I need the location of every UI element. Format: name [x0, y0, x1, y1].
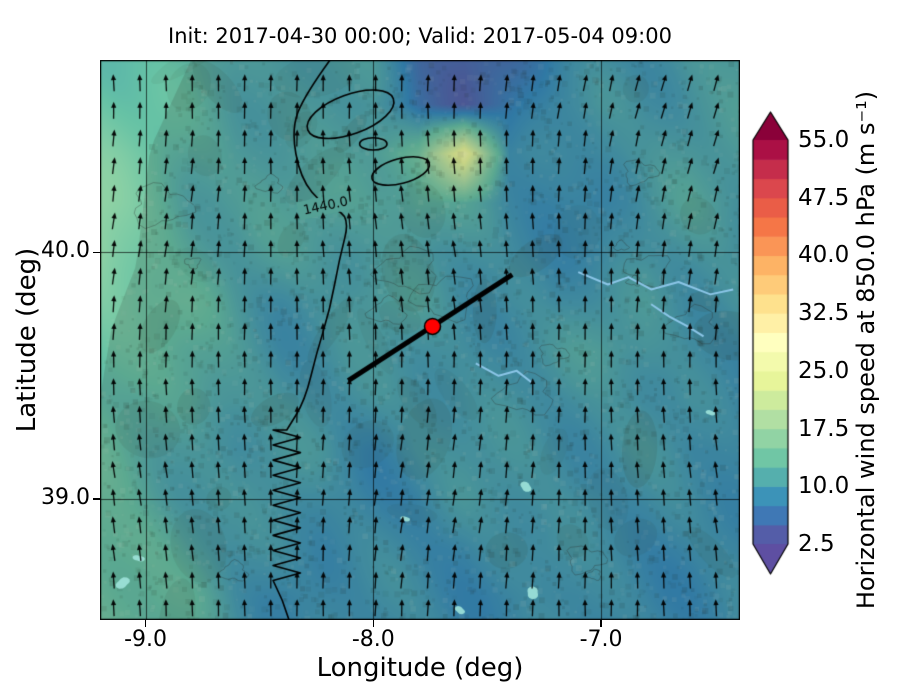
x-tick-label: -9.0 — [124, 627, 168, 652]
x-tick-label: -8.0 — [351, 627, 395, 652]
x-tick-mark — [600, 620, 602, 627]
colorbar-tick-label: 10.0 — [798, 473, 850, 500]
colorbar-label: Horizontal wind speed at 850.0 hPa (m s⁻… — [852, 90, 880, 610]
map-canvas — [100, 60, 740, 620]
plot-title: Init: 2017-04-30 00:00; Valid: 2017-05-0… — [168, 24, 672, 48]
y-axis-label: Latitude (deg) — [12, 247, 42, 433]
colorbar-tick-label: 47.5 — [798, 184, 850, 211]
colorbar-canvas — [750, 108, 792, 583]
x-axis-label: Longitude (deg) — [316, 653, 524, 683]
y-tick-label: 40.0 — [41, 238, 90, 264]
x-tick-mark — [372, 620, 375, 627]
colorbar-tick-label: 55.0 — [798, 127, 850, 153]
colorbar-tick-label: 32.5 — [798, 300, 850, 327]
colorbar-tick-label: 25.0 — [798, 357, 850, 384]
y-tick-label: 39.0 — [41, 485, 90, 511]
colorbar-tick-label: 40.0 — [798, 242, 850, 269]
colorbar-tick-label: 2.5 — [798, 531, 835, 557]
y-tick-mark — [93, 251, 100, 254]
y-tick-mark — [93, 498, 100, 500]
x-tick-label: -7.0 — [579, 627, 623, 652]
x-tick-mark — [144, 620, 147, 627]
colorbar-tick-label: 17.5 — [798, 415, 850, 442]
